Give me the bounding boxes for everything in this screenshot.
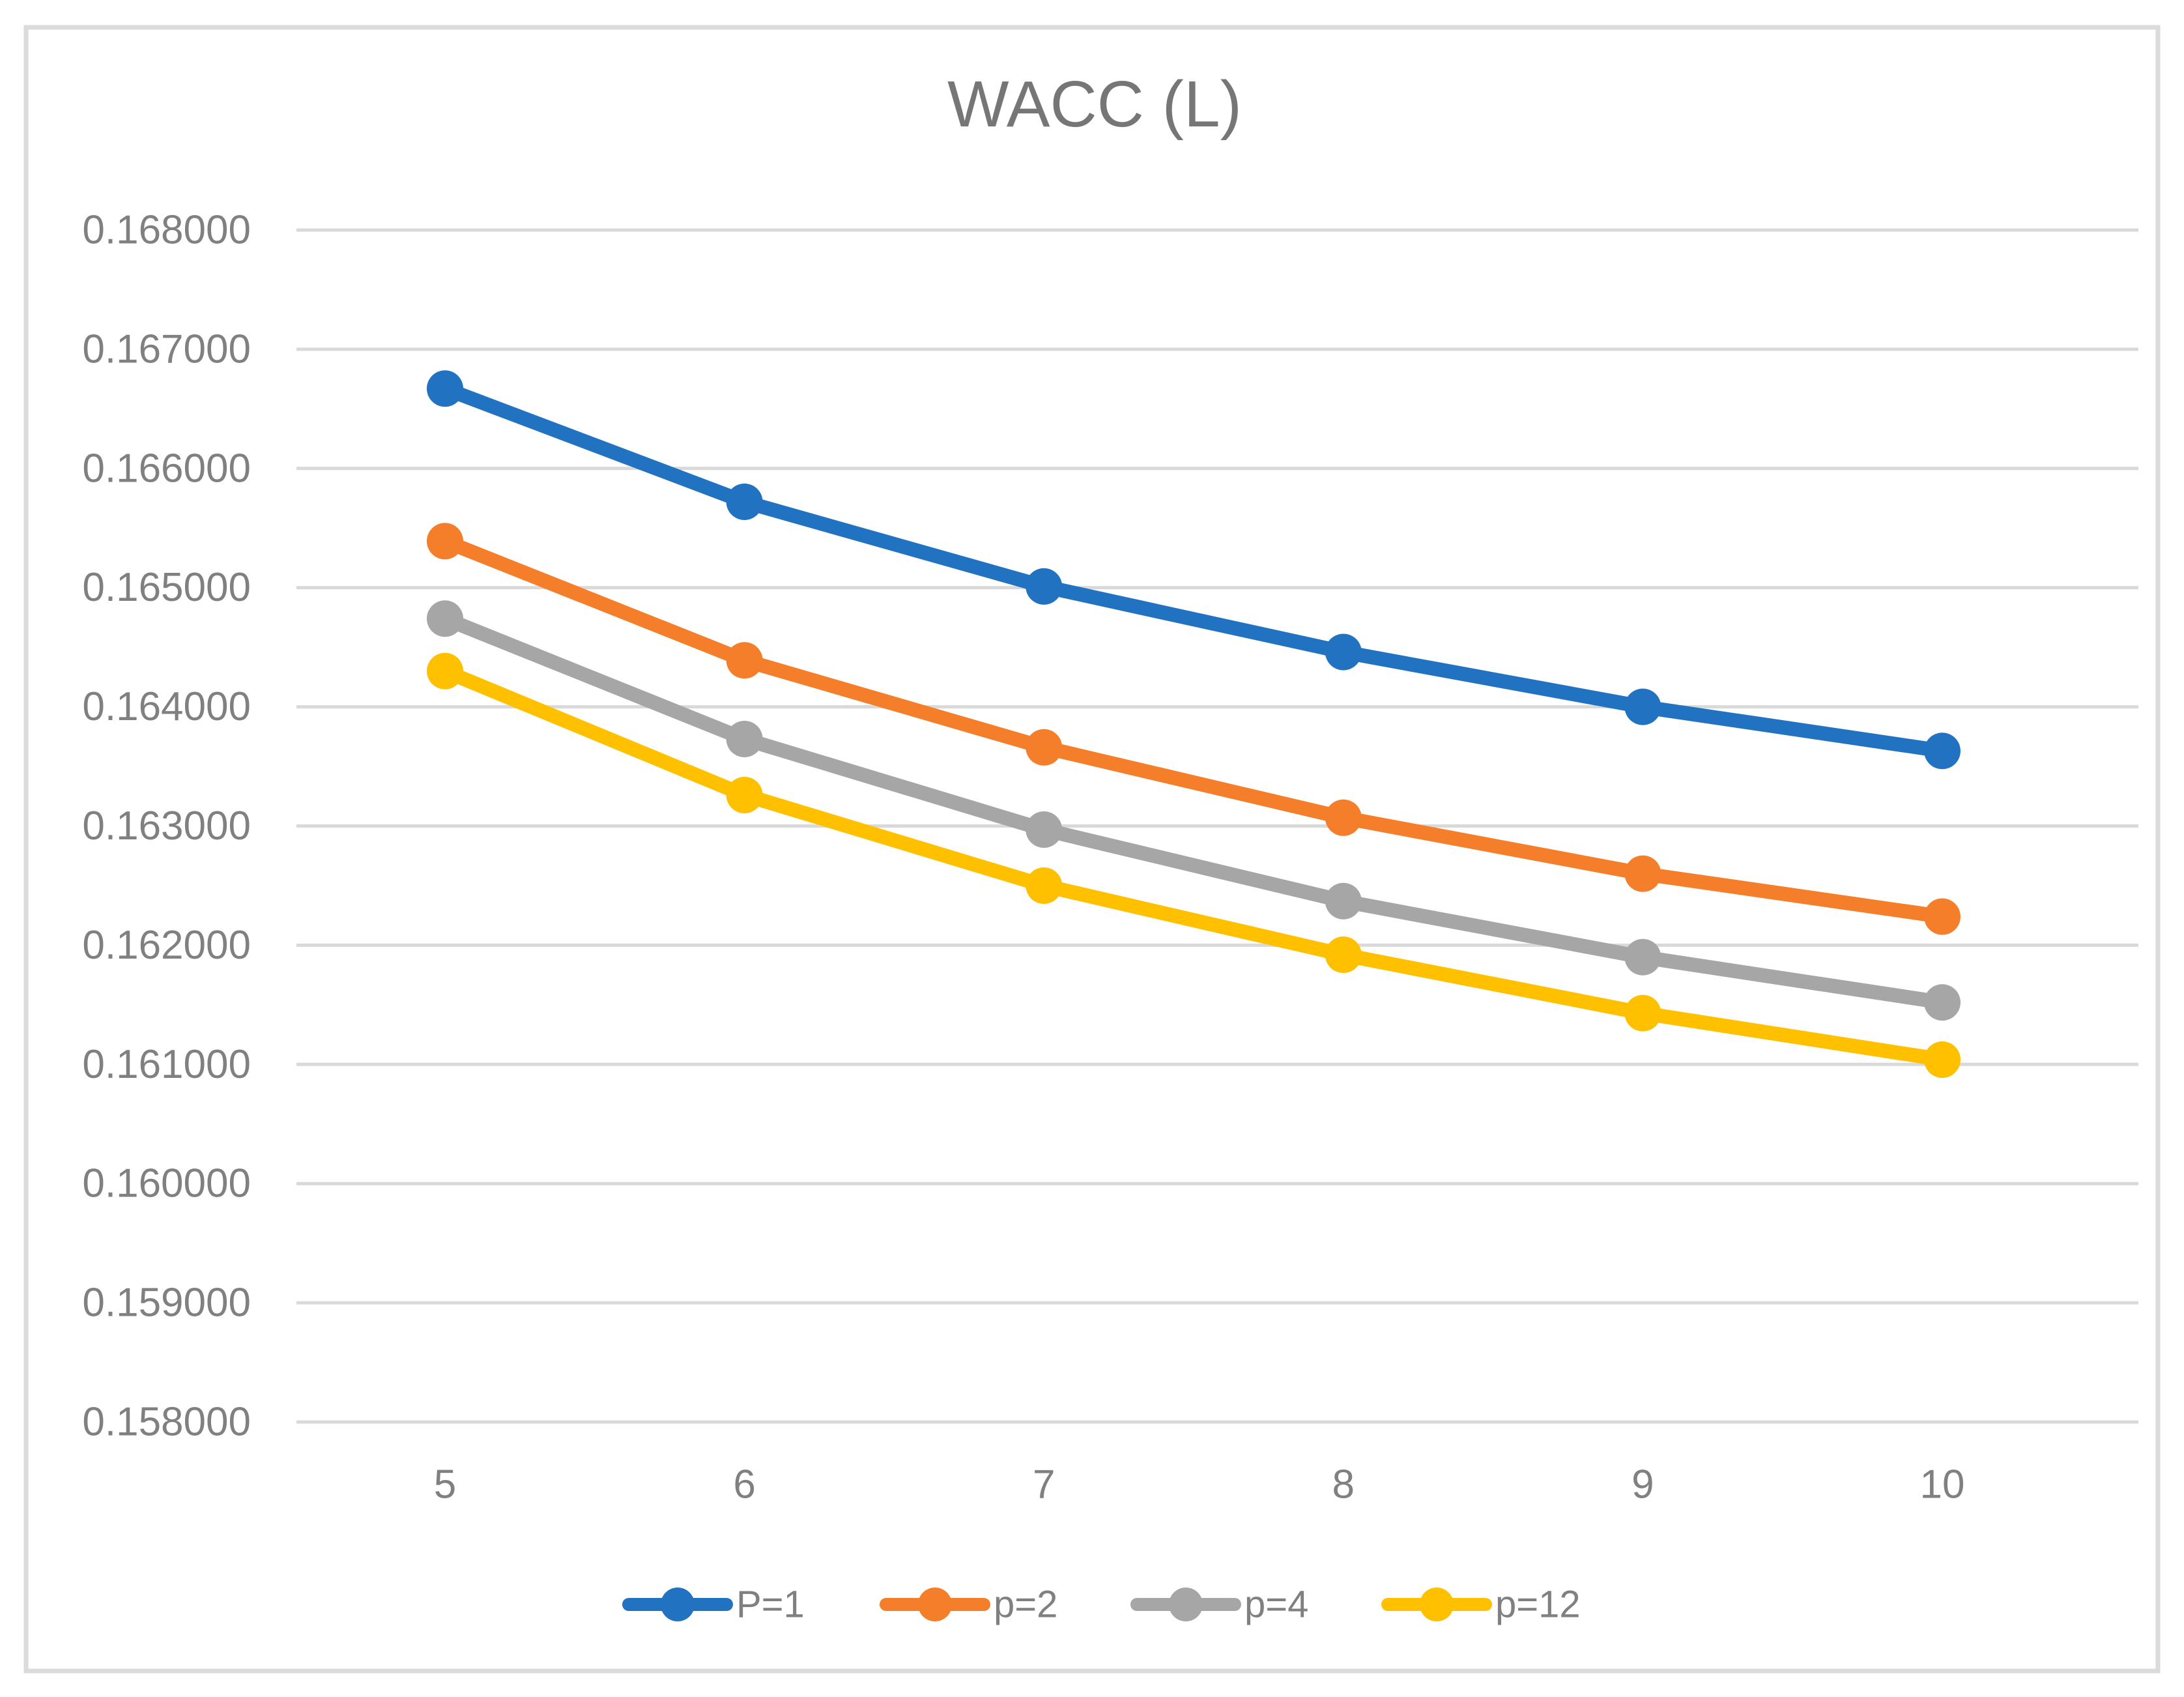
- x-axis-tick-label: 9: [1631, 1462, 1654, 1507]
- legend-marker-dot: [1420, 1588, 1454, 1621]
- chart-frame: [23, 25, 2161, 1674]
- data-point-marker: [427, 523, 463, 560]
- data-point-marker: [1924, 984, 1961, 1021]
- data-point-marker: [1924, 898, 1961, 935]
- y-axis-tick-label: 0.159000: [82, 1281, 251, 1326]
- chart-title: WACC (L): [947, 68, 1242, 141]
- legend-label: p=2: [994, 1584, 1057, 1626]
- y-axis-tick-label: 0.168000: [82, 208, 251, 253]
- data-point-marker: [1624, 994, 1661, 1032]
- y-axis-tick-label: 0.161000: [82, 1042, 251, 1087]
- legend-marker-dot: [661, 1588, 695, 1621]
- data-point-marker: [1026, 568, 1063, 605]
- x-axis-tick-label: 10: [1920, 1462, 1965, 1507]
- series-line-p4: [438, 611, 1949, 1010]
- y-axis-tick-label: 0.164000: [82, 684, 251, 729]
- data-point-marker: [1624, 855, 1661, 892]
- data-point-marker: [1325, 799, 1362, 836]
- data-point-marker: [726, 776, 763, 813]
- legend-label: p=12: [1495, 1584, 1581, 1626]
- legend-marker-dot: [918, 1588, 952, 1621]
- data-point-marker: [1924, 1041, 1961, 1078]
- x-axis-tick-label: 6: [733, 1462, 755, 1507]
- data-point-marker: [1924, 732, 1961, 770]
- series-line-p1: [438, 381, 1949, 759]
- y-axis-tick-label: 0.163000: [82, 804, 251, 848]
- legend-marker-dot: [1169, 1588, 1203, 1621]
- y-axis-tick-label: 0.158000: [82, 1400, 251, 1445]
- data-point-marker: [1026, 867, 1063, 904]
- y-axis-tick-label: 0.167000: [82, 326, 251, 371]
- data-point-marker: [427, 652, 463, 689]
- data-point-marker: [427, 600, 463, 637]
- data-point-marker: [1325, 882, 1362, 920]
- series-line-p12: [438, 663, 1949, 1067]
- data-point-marker: [726, 642, 763, 679]
- data-point-marker: [1026, 811, 1063, 848]
- x-axis-tick-label: 7: [1033, 1462, 1055, 1507]
- y-axis-tick-label: 0.162000: [82, 923, 251, 968]
- x-axis-tick-label: 5: [434, 1462, 456, 1507]
- data-point-marker: [1624, 688, 1661, 725]
- y-axis-tick-label: 0.160000: [82, 1161, 251, 1206]
- data-point-marker: [1325, 633, 1362, 671]
- data-point-marker: [1026, 729, 1063, 766]
- x-axis-tick-label: 8: [1332, 1462, 1355, 1507]
- legend-label: P=1: [736, 1584, 805, 1626]
- data-point-marker: [1624, 938, 1661, 976]
- series-line-p2: [438, 534, 1949, 924]
- data-point-marker: [427, 370, 463, 407]
- data-point-marker: [1325, 936, 1362, 974]
- y-axis-tick-label: 0.166000: [82, 446, 251, 491]
- legend-label: p=4: [1244, 1584, 1308, 1626]
- data-point-marker: [726, 720, 763, 757]
- y-axis-tick-label: 0.165000: [82, 565, 251, 610]
- data-point-marker: [726, 484, 763, 521]
